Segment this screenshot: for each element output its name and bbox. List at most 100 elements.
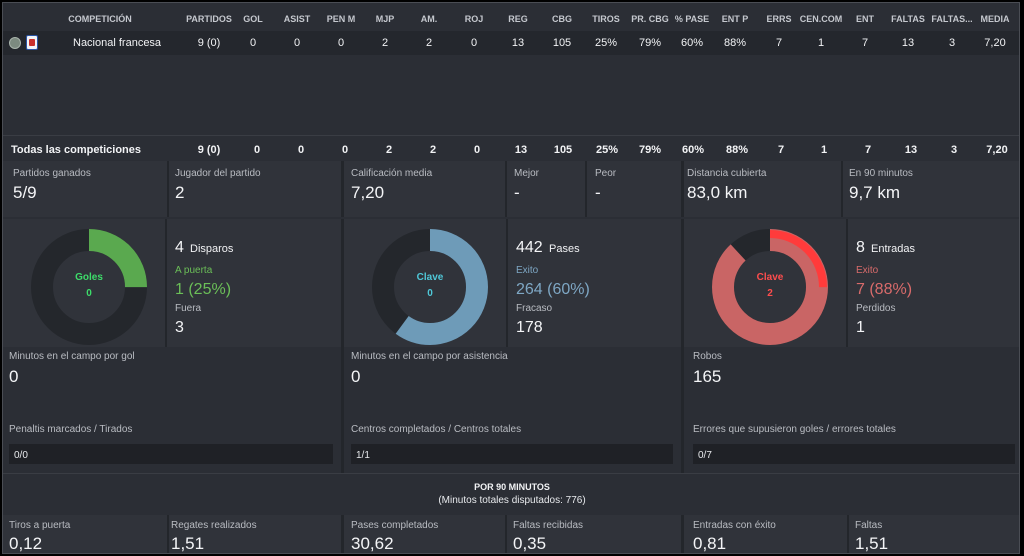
col-header[interactable]: GOL xyxy=(243,14,263,24)
col-header[interactable]: ERRS xyxy=(766,14,792,24)
stat-sub-value: 178 xyxy=(516,319,543,336)
per90-stats: Tiros a puerta 0,12 Regates realizados 1… xyxy=(3,515,1019,553)
total-cell: 3 xyxy=(950,144,958,156)
col-header[interactable]: TIROS xyxy=(592,14,620,24)
donut-chart xyxy=(712,229,828,345)
stat-title: Entradas xyxy=(871,243,916,255)
total-cell: 7 xyxy=(864,144,872,156)
total-cell: 9 (0) xyxy=(197,144,221,156)
per90-value: 1,51 xyxy=(855,534,889,553)
ratio-bar: 0/0 xyxy=(9,444,333,464)
summary-label: Mejor xyxy=(514,168,540,179)
donut-chart xyxy=(31,229,147,345)
per90-value: 1,51 xyxy=(171,534,205,553)
donut-center-label: Clave xyxy=(756,272,784,283)
col-header[interactable]: PR. CBG xyxy=(631,14,669,24)
table-cell: 79% xyxy=(638,37,662,49)
ring-panel: Goles 0 4 Disparos A puerta 1 (25%) Fuera 3 xyxy=(3,219,341,347)
table-cell: 13 xyxy=(511,37,525,49)
table-cell: 60% xyxy=(680,37,704,49)
minutes-label: Minutos en el campo por asistencia xyxy=(351,351,508,362)
divider xyxy=(341,515,344,553)
table-cell: 2 xyxy=(425,37,433,49)
summary-band: Partidos ganados 5/9 Jugador del partido… xyxy=(3,161,1019,217)
divider xyxy=(681,161,684,217)
table-cell: 3 xyxy=(948,37,956,49)
competition-name[interactable]: Nacional francesa xyxy=(73,37,162,49)
summary-value: 2 xyxy=(175,183,185,202)
summary-value: 9,7 km xyxy=(849,183,901,202)
summary-value: - xyxy=(514,183,520,202)
minutes-label: Minutos en el campo por gol xyxy=(9,351,135,362)
col-header[interactable]: CEN.COM xyxy=(799,14,843,24)
per90-label: Tiros a puerta xyxy=(9,520,71,531)
donut-segment xyxy=(372,229,488,345)
total-cell: 0 xyxy=(253,144,261,156)
table-cell: 13 xyxy=(901,37,915,49)
stat-sub-value: 3 xyxy=(175,319,184,336)
per90-label: Faltas xyxy=(855,520,883,531)
total-cell: 60% xyxy=(681,144,705,156)
competition-logo-mark xyxy=(29,39,35,46)
stat-sub-label: A puerta xyxy=(175,265,213,276)
divider xyxy=(167,161,169,217)
col-header[interactable]: REG xyxy=(508,14,528,24)
col-header[interactable]: ENT xyxy=(856,14,874,24)
stat-sub-label: Exito xyxy=(856,265,879,276)
stat-title: Pases xyxy=(549,243,580,255)
total-cell: 1 xyxy=(820,144,828,156)
per90-label: Entradas con éxito xyxy=(693,520,776,531)
col-header[interactable]: MEDIA xyxy=(980,14,1010,24)
donut-center-value: 0 xyxy=(86,288,92,299)
donut-segment xyxy=(712,229,828,345)
total-cell: 25% xyxy=(595,144,619,156)
col-header[interactable]: PARTIDOS xyxy=(186,14,232,24)
table-cell: 2 xyxy=(381,37,389,49)
minutes-value: 0 xyxy=(9,367,19,386)
col-header[interactable]: AM. xyxy=(420,14,438,24)
stat-sub-label: Fuera xyxy=(175,303,202,314)
table-cell: 105 xyxy=(552,37,572,49)
total-cell: 0 xyxy=(341,144,349,156)
total-cell: 0 xyxy=(297,144,305,156)
donut-center-label: Clave xyxy=(416,272,444,283)
col-header[interactable]: ENT P xyxy=(721,14,749,24)
totals-label: Todas las competiciones xyxy=(11,144,142,156)
summary-label: Partidos ganados xyxy=(13,168,91,179)
donut-center-value: 0 xyxy=(427,288,433,299)
stat-count: 442 xyxy=(516,239,543,256)
total-cell: 13 xyxy=(904,144,918,156)
table-cell: 7 xyxy=(775,37,783,49)
stat-sub-value: 1 (25%) xyxy=(175,281,232,298)
col-header[interactable]: ASIST xyxy=(283,14,311,24)
donut-key-segment xyxy=(713,230,827,344)
col-header[interactable]: MJP xyxy=(375,14,395,24)
ratio-bar: 1/1 xyxy=(351,444,673,464)
minutes-value: 165 xyxy=(693,367,722,386)
donut-center-label: Goles xyxy=(75,272,103,283)
totals-row: Todas las competiciones 9 (0) 0 0 0 2 2 … xyxy=(3,135,1019,161)
total-cell: 2 xyxy=(385,144,393,156)
per90-subtitle: (Minutos totales disputados: 776) xyxy=(438,495,586,506)
col-header[interactable]: % PASE xyxy=(674,14,710,24)
table-cell: 0 xyxy=(249,37,257,49)
col-header[interactable]: FALTAS xyxy=(891,14,925,24)
donut-chart xyxy=(372,229,488,345)
table-cell: 88% xyxy=(723,37,747,49)
col-header[interactable]: COMPETICIÓN xyxy=(68,14,132,24)
donut-segment xyxy=(31,229,147,345)
total-cell: 7,20 xyxy=(986,144,1008,156)
total-cell: 2 xyxy=(429,144,437,156)
table-header: COMPETICIÓN PARTIDOS GOL ASIST PEN M MJP… xyxy=(3,3,1019,31)
ratio-label: Centros completados / Centros totales xyxy=(351,424,522,435)
col-header[interactable]: FALTAS... xyxy=(931,14,973,24)
col-header[interactable]: CBG xyxy=(552,14,572,24)
table-row[interactable]: Nacional francesa 9 (0) 0 0 0 2 2 0 13 1… xyxy=(3,31,1019,55)
col-header[interactable]: ROJ xyxy=(464,14,484,24)
ratio-label: Errores que supusieron goles / errores t… xyxy=(693,424,896,435)
divider xyxy=(847,515,849,553)
table-cell: 25% xyxy=(594,37,618,49)
divider xyxy=(681,515,684,553)
divider xyxy=(585,161,587,217)
col-header[interactable]: PEN M xyxy=(326,14,356,24)
